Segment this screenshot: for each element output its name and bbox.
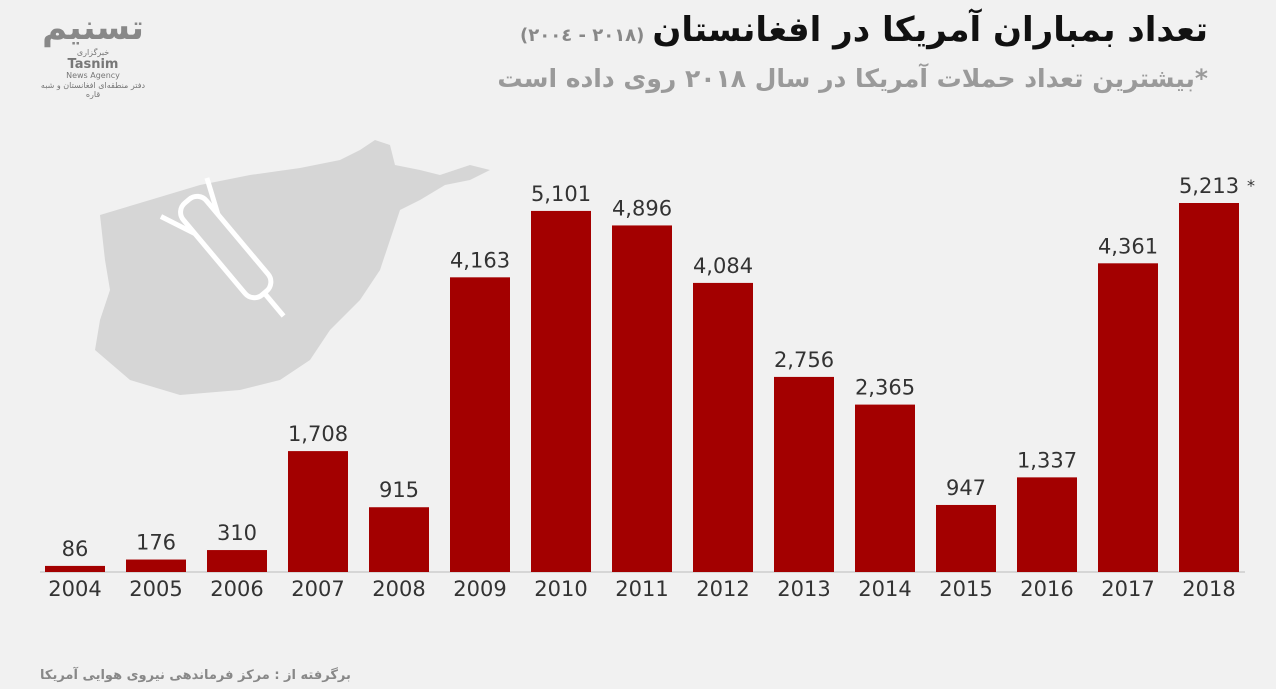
bar-2012 — [693, 282, 753, 572]
value-label: 2,756 — [774, 348, 834, 372]
value-label: 4,361 — [1098, 234, 1158, 258]
value-label: 2,365 — [855, 376, 915, 400]
logo-name: Tasnim — [67, 57, 119, 72]
year-label: 2016 — [1020, 577, 1073, 601]
bar-2009 — [450, 277, 510, 572]
year-label: 2013 — [777, 577, 830, 601]
chart-title: تعداد بمباران آمریکا در افغانستان (۲۰۱۸ -… — [520, 10, 1208, 50]
year-label: 2006 — [210, 577, 263, 601]
value-label: 947 — [946, 476, 986, 500]
year-label: 2015 — [939, 577, 992, 601]
logo-tagline: News Agency — [66, 71, 120, 80]
year-label: 2004 — [48, 577, 101, 601]
bar-2018 — [1179, 203, 1239, 572]
year-label: 2008 — [372, 577, 425, 601]
year-label: 2010 — [534, 577, 587, 601]
bar-2004 — [45, 565, 105, 572]
year-label: 2018 — [1182, 577, 1235, 601]
year-label: 2011 — [615, 577, 668, 601]
chart-subtitle: *بیشترین تعداد حملات آمریکا در سال ۲۰۱۸ … — [497, 64, 1208, 93]
value-label: 86 — [62, 537, 89, 561]
logo-office: دفتر منطقه‌ای افغانستان و شبه قاره — [40, 81, 146, 99]
logo-agency-fa: خبرگزاری — [76, 48, 110, 57]
year-label: 2012 — [696, 577, 749, 601]
logo-mark: تسنیم — [42, 8, 144, 48]
title-range: (۲۰۱۸ - ۲۰۰٤) — [520, 25, 645, 46]
bar-2015 — [936, 504, 996, 572]
year-label: 2007 — [291, 577, 344, 601]
title-text: تعداد بمباران آمریکا در افغانستان — [652, 10, 1208, 50]
bar-2007 — [288, 451, 348, 572]
value-label: 1,708 — [288, 422, 348, 446]
bar-2013 — [774, 376, 834, 572]
bar-2006 — [207, 550, 267, 572]
value-label: 4,163 — [450, 248, 510, 272]
value-label: 176 — [136, 531, 176, 555]
bar-2016 — [1017, 477, 1077, 572]
bar-2010 — [531, 210, 591, 573]
value-label: 5,213 — [1179, 174, 1239, 198]
value-label: 4,896 — [612, 196, 672, 220]
year-label: 2009 — [453, 577, 506, 601]
year-label: 2005 — [129, 577, 182, 601]
source-note: برگرفته از : مرکز فرماندهی نیروی هوایی آ… — [40, 668, 351, 683]
bar-2008 — [369, 507, 429, 572]
value-label: 915 — [379, 478, 419, 502]
annotation-asterisk: * — [1247, 176, 1255, 195]
afghanistan-map-icon — [95, 140, 490, 395]
value-label: 4,084 — [693, 254, 753, 278]
value-label: 5,101 — [531, 182, 591, 206]
bar-2005 — [126, 559, 186, 572]
value-label: 310 — [217, 521, 257, 545]
bar-2017 — [1098, 263, 1158, 572]
bar-2011 — [612, 225, 672, 572]
bar-2014 — [855, 404, 915, 572]
value-label: 1,337 — [1017, 448, 1077, 472]
year-label: 2017 — [1101, 577, 1154, 601]
tasnim-logo: تسنیم خبرگزاری Tasnim News Agency دفتر م… — [38, 8, 148, 99]
year-label: 2014 — [858, 577, 911, 601]
